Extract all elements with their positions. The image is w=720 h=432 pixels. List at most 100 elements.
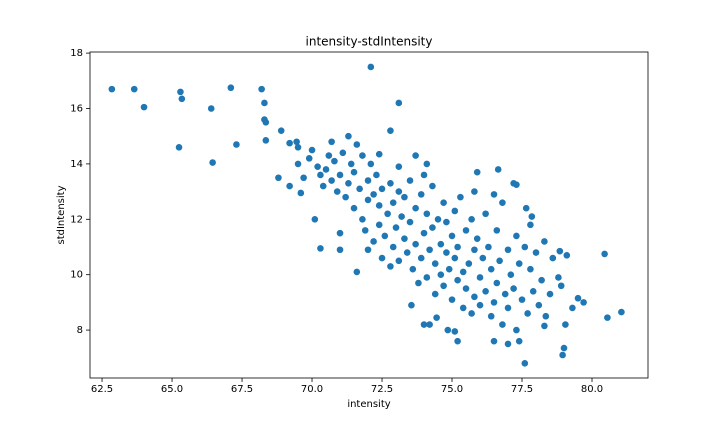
y-axis-label: stdIntensity (56, 185, 67, 244)
scatter-point (426, 321, 433, 328)
scatter-point (353, 141, 361, 148)
scatter-point (468, 215, 475, 223)
scatter-point (378, 254, 386, 262)
scatter-point (431, 260, 439, 267)
scatter-point (513, 326, 520, 334)
scatter-point (499, 321, 506, 328)
scatter-point (395, 188, 403, 195)
scatter-point (542, 312, 550, 320)
scatter-point (524, 310, 531, 317)
scatter-point (392, 224, 400, 231)
y-tick-label: 14 (70, 159, 83, 170)
scatter-point (451, 207, 459, 215)
scatter-point (333, 188, 341, 195)
scatter-point (395, 163, 403, 170)
scatter-point (580, 299, 587, 306)
x-tick-label: 67.5 (231, 384, 253, 395)
y-tick-label: 8 (77, 325, 83, 336)
scatter-point (412, 204, 419, 212)
scatter-point (395, 99, 403, 107)
scatter-point (429, 224, 436, 231)
scatter-point (209, 159, 216, 166)
scatter-point (479, 254, 487, 262)
scatter-point (454, 276, 461, 284)
scatter-point (297, 189, 305, 197)
scatter-point (356, 185, 363, 193)
scatter-point (406, 218, 414, 226)
scatter-point (487, 312, 495, 320)
scatter-point (529, 288, 537, 295)
scatter-point (207, 105, 215, 112)
scatter-point (420, 171, 428, 179)
scatter-point (459, 304, 467, 312)
scatter-point (549, 254, 557, 262)
x-tick-label: 77.5 (511, 384, 533, 395)
scatter-point (130, 85, 138, 93)
scatter-point (556, 247, 564, 255)
scatter-point (457, 193, 464, 201)
scatter-point (227, 84, 235, 92)
scatter-point (513, 232, 520, 240)
scatter-point (417, 191, 425, 198)
scatter-point (429, 182, 436, 190)
scatter-point (353, 268, 361, 276)
scatter-point (527, 221, 534, 229)
scatter-point (175, 143, 183, 151)
scatter-point (364, 196, 372, 204)
x-tick-label: 80.0 (581, 384, 603, 395)
scatter-point (359, 152, 366, 159)
scatter-point (504, 246, 512, 254)
scatter-point (440, 199, 447, 206)
scatter-point (373, 171, 380, 179)
scatter-point (471, 188, 478, 195)
scatter-point (387, 263, 394, 270)
scatter-point (370, 238, 377, 245)
scatter-point (359, 215, 366, 223)
scatter-point (277, 127, 285, 134)
scatter-point (262, 137, 270, 144)
scatter-point (471, 246, 478, 254)
scatter-point (504, 304, 512, 312)
scatter-point (367, 63, 375, 71)
scatter-point (415, 279, 422, 287)
scatter-point (541, 322, 548, 330)
scatter-point (451, 254, 459, 262)
scatter-point (317, 171, 324, 179)
scatter-point (300, 174, 307, 182)
scatter-point (319, 182, 327, 190)
scatter-point (336, 229, 344, 237)
scatter-point (490, 191, 498, 198)
scatter-point (448, 296, 456, 303)
scatter-point (261, 99, 268, 107)
chart-title: intensity-stdIntensity (306, 35, 433, 49)
scatter-point (381, 232, 389, 240)
scatter-point (515, 337, 523, 345)
x-tick-label: 65.0 (161, 384, 183, 395)
scatter-point (459, 268, 467, 276)
scatter-point (476, 274, 484, 281)
scatter-point (108, 85, 116, 93)
scatter-point (563, 251, 571, 259)
scatter-point (557, 282, 565, 290)
scatter-point (387, 179, 394, 187)
plot-frame (89, 51, 649, 379)
scatter-point (522, 204, 530, 212)
scatter-point (476, 301, 484, 309)
scatter-point (465, 260, 473, 267)
scatter-point (440, 282, 447, 290)
scatter-point (473, 235, 481, 242)
scatter-point (504, 340, 512, 348)
scatter-point (420, 229, 428, 237)
scatter-point (604, 314, 611, 321)
scatter-point (518, 296, 526, 303)
y-tick-label: 16 (70, 104, 83, 115)
scatter-point (412, 152, 419, 159)
scatter-point (521, 360, 529, 367)
scatter-point (527, 265, 534, 273)
scatter-point (286, 182, 293, 190)
scatter-point (445, 265, 453, 273)
scatter-point (401, 235, 408, 242)
scatter-point (535, 301, 543, 309)
scatter-point (401, 193, 408, 201)
x-tick-label: 75.0 (441, 384, 463, 395)
